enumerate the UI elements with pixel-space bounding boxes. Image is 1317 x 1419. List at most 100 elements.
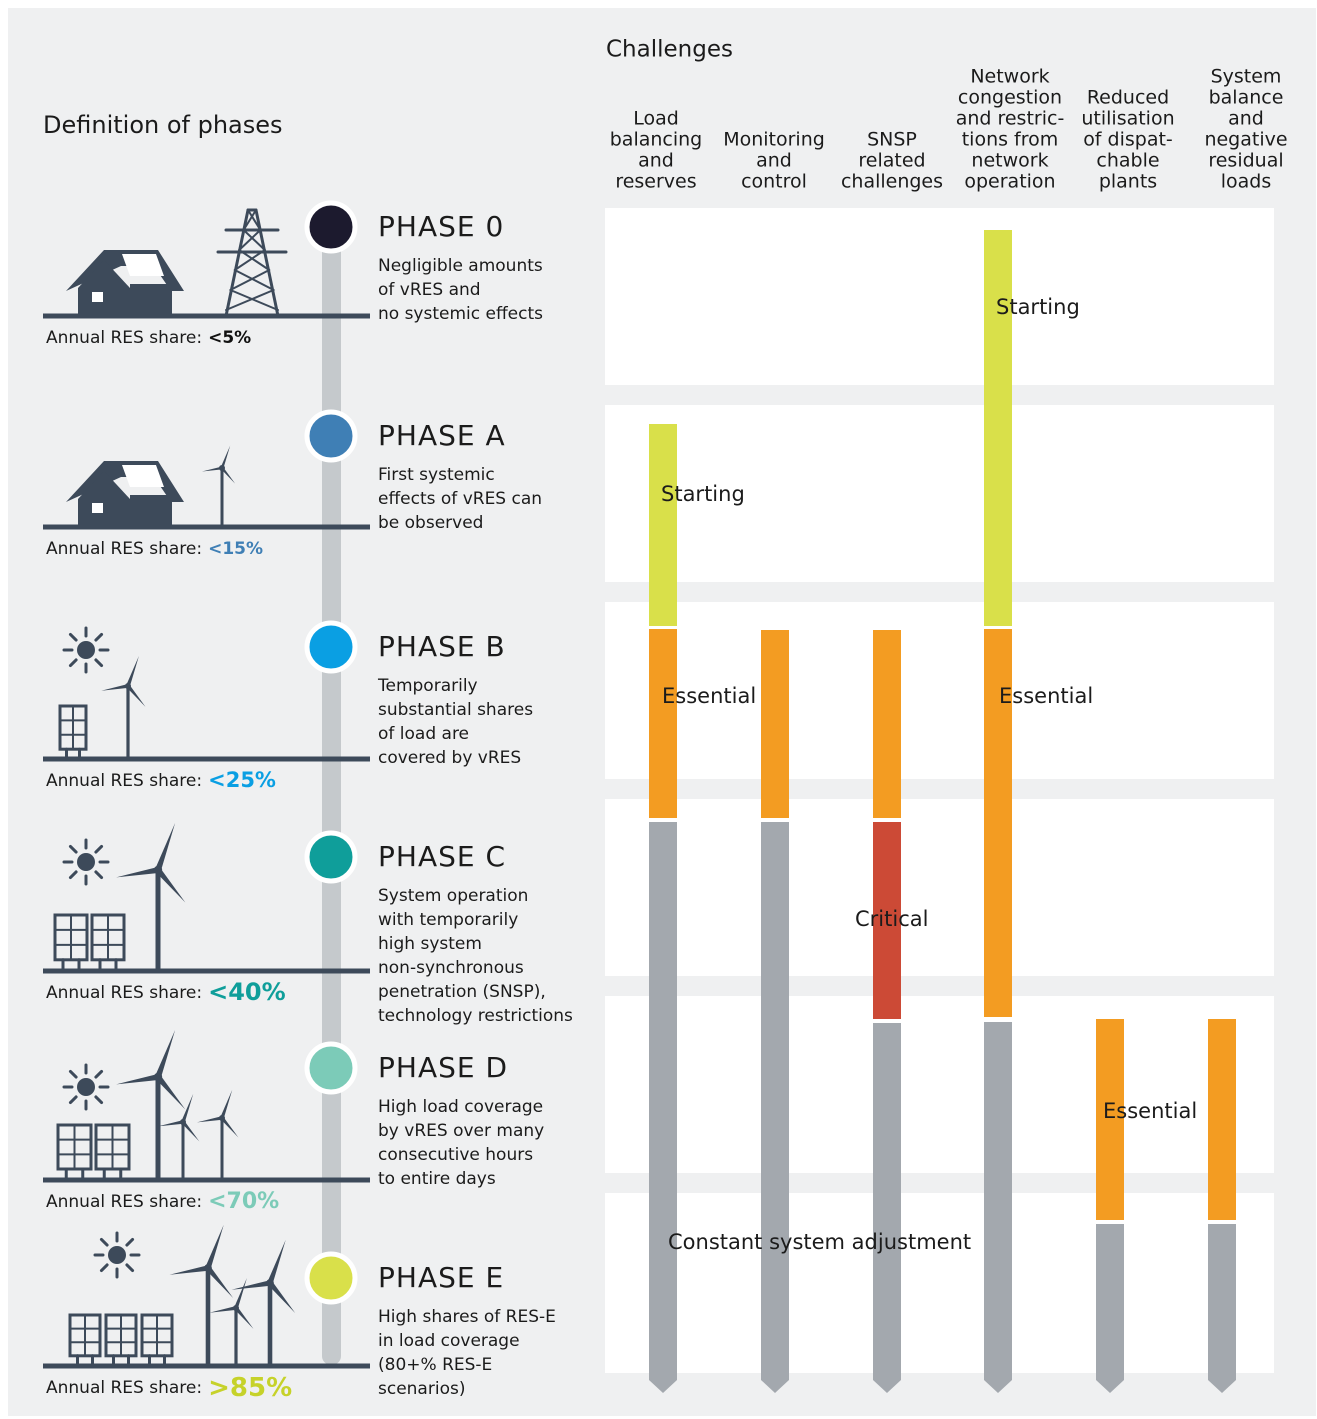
phase-description: by vRES over many — [378, 1121, 544, 1141]
phase-description: to entire days — [378, 1169, 496, 1189]
phase-name: PHASE E — [378, 1261, 504, 1294]
phase-description: of load are — [378, 724, 469, 744]
res-share-label: Annual RES share: — [46, 328, 202, 348]
ground-line — [43, 969, 370, 974]
column-header: balance — [1209, 87, 1284, 109]
column-header: tions from — [962, 129, 1059, 151]
house-wall — [130, 284, 172, 316]
ground-line — [43, 1178, 370, 1183]
res-share: Annual RES share: <15% — [46, 539, 263, 559]
res-share-label: Annual RES share: — [46, 1192, 202, 1212]
phase-description: High shares of RES-E — [378, 1307, 556, 1327]
annotation: Essential — [662, 684, 756, 708]
bar-segment — [761, 822, 789, 1393]
row-band — [605, 799, 1274, 976]
phase-description: substantial shares — [378, 700, 533, 720]
column-header: and — [638, 150, 674, 172]
phase-marker — [307, 412, 355, 460]
phase-description: First systemic — [378, 465, 495, 485]
row-band — [605, 996, 1274, 1173]
row-band — [605, 208, 1274, 385]
sun — [77, 853, 95, 871]
column-header: and — [1228, 108, 1264, 130]
column-header: network — [971, 150, 1048, 172]
row-band — [605, 1193, 1274, 1373]
turbine-hub — [125, 683, 131, 689]
phase-description: no systemic effects — [378, 304, 543, 324]
house-door — [92, 292, 103, 302]
turbine-hub — [204, 1264, 212, 1272]
phase-description: (80+% RES-E — [378, 1355, 492, 1375]
turbine-hub — [219, 1115, 225, 1121]
res-share-value: <5% — [208, 328, 251, 348]
res-share-label: Annual RES share: — [46, 771, 202, 791]
bar-segment — [649, 822, 677, 1393]
phase-name: PHASE C — [378, 840, 506, 873]
res-share-label: Annual RES share: — [46, 983, 202, 1003]
res-share: Annual RES share: <40% — [46, 978, 286, 1006]
phase-name: PHASE 0 — [378, 210, 504, 243]
bar-segment — [873, 1023, 901, 1393]
annotation: Essential — [999, 684, 1093, 708]
annotation: Essential — [1103, 1099, 1197, 1123]
res-share: Annual RES share: <70% — [46, 1189, 279, 1214]
bar-segment — [984, 1022, 1012, 1393]
page: Phases and challenges html, body { margi… — [0, 0, 1317, 1419]
sun — [77, 641, 95, 659]
ground-line — [43, 757, 370, 762]
column-header: System — [1211, 66, 1282, 88]
res-share: Annual RES share: <25% — [46, 768, 276, 792]
phase-marker — [307, 1044, 355, 1092]
column-header: operation — [964, 171, 1055, 193]
bar-segment — [1208, 1224, 1236, 1393]
column-header: Reduced — [1087, 87, 1169, 109]
phase-description: with temporarily — [378, 910, 518, 930]
house-door — [92, 503, 103, 513]
res-share-value: <25% — [208, 768, 276, 792]
turbine-hub — [266, 1279, 274, 1287]
res-share: Annual RES share: <5% — [46, 328, 251, 348]
column-header: of dispat- — [1083, 129, 1173, 151]
phase-name: PHASE B — [378, 630, 506, 663]
phase-description: in load coverage — [378, 1331, 520, 1351]
res-share-label: Annual RES share: — [46, 539, 202, 559]
column-header: challenges — [841, 171, 943, 193]
res-share-value: <40% — [208, 978, 286, 1006]
phase-name: PHASE D — [378, 1051, 508, 1084]
bar-segment — [761, 630, 789, 818]
turbine-hub — [233, 1305, 239, 1311]
phase-description: scenarios) — [378, 1379, 465, 1399]
column-header: negative — [1204, 129, 1287, 151]
column-header: reserves — [615, 171, 696, 193]
res-share-value: >85% — [208, 1373, 292, 1403]
phase-description: be observed — [378, 513, 483, 533]
res-share-value: <70% — [208, 1189, 279, 1214]
phase-description: High load coverage — [378, 1097, 543, 1117]
bar-segment — [1208, 1019, 1236, 1220]
sun — [77, 1078, 95, 1096]
phase-description: high system — [378, 934, 482, 954]
bar-segment — [1096, 1224, 1124, 1393]
column-header: chable — [1096, 150, 1159, 172]
phase-name: PHASE A — [378, 419, 506, 452]
bar-segment — [649, 424, 677, 626]
column-header: SNSP — [867, 129, 917, 151]
column-header: congestion — [958, 87, 1062, 109]
phase-description: non-synchronous — [378, 958, 524, 978]
turbine-hub — [180, 1119, 186, 1125]
phase-marker — [307, 203, 355, 251]
phase-marker — [307, 833, 355, 881]
column-header: and — [756, 150, 792, 172]
column-header: residual — [1208, 150, 1283, 172]
turbine-hub — [154, 866, 162, 874]
phase-description: technology restrictions — [378, 1006, 573, 1026]
turbine-hub — [219, 465, 225, 471]
annotation: Critical — [855, 907, 928, 931]
res-share-value: <15% — [208, 539, 263, 559]
phase-marker — [307, 623, 355, 671]
annotation: Starting — [996, 295, 1080, 319]
left-title: Definition of phases — [43, 111, 283, 139]
column-header: Network — [970, 66, 1049, 88]
phase-description: consecutive hours — [378, 1145, 533, 1165]
phase-description: Negligible amounts — [378, 256, 543, 276]
